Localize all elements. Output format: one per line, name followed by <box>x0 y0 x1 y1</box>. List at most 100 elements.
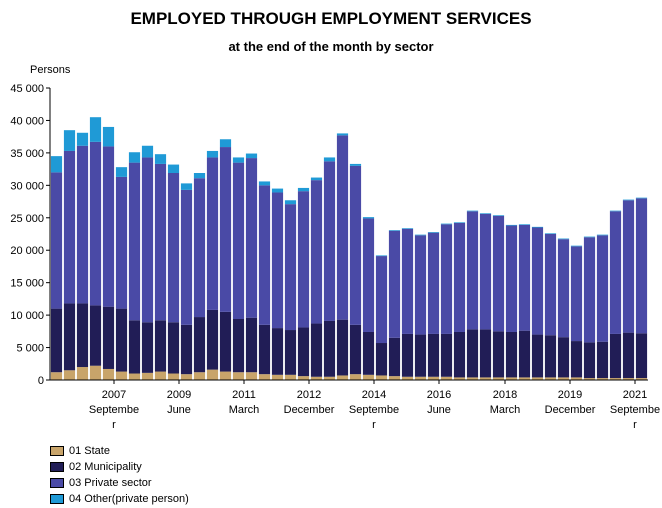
bar-segment-other <box>258 181 271 186</box>
bar-segment-other <box>271 188 284 193</box>
bar-segment-other <box>219 139 232 148</box>
bar-segment-state <box>258 374 271 380</box>
bar-segment-private_sector <box>323 161 336 321</box>
x-tick-month-wrap: r <box>633 419 637 431</box>
bar-segment-state <box>141 372 154 380</box>
chart-title: EMPLOYED THROUGH EMPLOYMENT SERVICES <box>130 9 532 28</box>
bar-segment-municipality <box>362 331 375 375</box>
bar-segment-other <box>492 215 505 216</box>
bar-segment-municipality <box>570 341 583 378</box>
bar-segment-municipality <box>479 329 492 378</box>
bar-segment-municipality <box>206 309 219 370</box>
bar-segment-municipality <box>518 330 531 378</box>
bar-segment-state <box>596 378 609 380</box>
bar-segment-private_sector <box>609 211 622 334</box>
bar-segment-private_sector <box>518 224 531 331</box>
bar-segment-private_sector <box>245 158 258 318</box>
bar-segment-other <box>141 145 154 158</box>
y-tick-label: 15 000 <box>10 278 44 290</box>
bar-segment-municipality <box>323 320 336 377</box>
x-tick-month: December <box>545 404 596 416</box>
bar-segment-private_sector <box>180 189 193 325</box>
bar-segment-municipality <box>375 343 388 376</box>
bar-segment-state <box>635 378 648 380</box>
bar-segment-state <box>401 376 414 380</box>
bar-segment-municipality <box>427 333 440 377</box>
legend-item-other: 04 Other(private person) <box>50 491 189 507</box>
x-tick-month: June <box>427 404 451 416</box>
bar-segment-private_sector <box>284 204 297 331</box>
x-tick-year: 2016 <box>427 389 451 401</box>
bar-segment-other <box>570 245 583 247</box>
bar-segment-private_sector <box>232 162 245 320</box>
y-tick-label: 40 000 <box>10 115 44 127</box>
x-tick-year: 2012 <box>297 389 321 401</box>
bar-segment-municipality <box>466 329 479 378</box>
bar-segment-other <box>518 224 531 225</box>
y-tick-label: 45 000 <box>10 83 44 95</box>
legend-item-municipality: 02 Municipality <box>50 459 189 475</box>
bar-segment-other <box>76 132 89 146</box>
bar-segment-municipality <box>258 324 271 375</box>
legend-item-private-sector: 03 Private sector <box>50 475 189 491</box>
legend-label-private-sector: 03 Private sector <box>69 477 152 489</box>
bar-segment-state <box>284 374 297 380</box>
x-tick-month: Septembe <box>610 404 660 416</box>
bar-segment-private_sector <box>193 178 206 318</box>
bar-segment-state <box>609 378 622 380</box>
bar-segment-private_sector <box>583 237 596 343</box>
bar-segment-private_sector <box>63 150 76 304</box>
x-tick-year: 2011 <box>232 389 256 401</box>
bar-segment-state <box>388 376 401 380</box>
bar-segment-other <box>583 236 596 238</box>
bar-segment-other <box>193 173 206 179</box>
legend-label-state: 01 State <box>69 445 110 457</box>
bar-segment-private_sector <box>297 191 310 328</box>
bar-segment-state <box>414 376 427 380</box>
bar-segment-other <box>297 187 310 192</box>
bar-segment-state <box>505 377 518 380</box>
bar-segment-private_sector <box>440 224 453 334</box>
bar-segment-private_sector <box>349 165 362 325</box>
x-tick-year: 2007 <box>102 389 126 401</box>
bar-segment-private_sector <box>258 185 271 325</box>
bar-segment-other <box>635 197 648 199</box>
bar-segment-municipality <box>180 324 193 375</box>
bar-segment-municipality <box>76 303 89 368</box>
bar-segment-state <box>349 374 362 380</box>
bar-segment-state <box>518 377 531 380</box>
bar-segment-municipality <box>297 327 310 377</box>
x-tick-month: March <box>229 404 260 416</box>
bar-segment-other <box>102 126 115 147</box>
bar-segment-private_sector <box>362 218 375 332</box>
bar-segment-state <box>232 372 245 380</box>
bar-segment-private_sector <box>50 172 63 309</box>
bar-segment-state <box>76 367 89 380</box>
bar-segment-private_sector <box>570 246 583 342</box>
bar-segment-state <box>622 378 635 380</box>
bar-segment-other <box>557 238 570 240</box>
bar-segment-municipality <box>349 324 362 375</box>
bar-segment-private_sector <box>635 198 648 334</box>
x-tick-year: 2009 <box>167 389 191 401</box>
legend-swatch-state <box>50 446 64 456</box>
bar-segment-private_sector <box>622 200 635 333</box>
bar-segment-municipality <box>440 333 453 377</box>
bar-segment-municipality <box>167 322 180 374</box>
bar-segment-other <box>505 224 518 226</box>
bar-segment-state <box>453 377 466 380</box>
bar-segment-state <box>466 377 479 380</box>
bar-segment-other <box>89 117 102 142</box>
bar-segment-state <box>427 376 440 380</box>
bar-segment-state <box>492 377 505 380</box>
x-tick-month: Septembe <box>349 404 399 416</box>
x-tick-month: March <box>490 404 521 416</box>
bar-segment-other <box>388 230 401 231</box>
legend-label-municipality: 02 Municipality <box>69 461 142 473</box>
legend-swatch-municipality <box>50 462 64 472</box>
bar-segment-private_sector <box>401 228 414 334</box>
bar-segment-municipality <box>232 319 245 373</box>
x-tick-year: 2021 <box>623 389 647 401</box>
bar-segment-municipality <box>635 333 648 379</box>
bar-segment-state <box>557 377 570 380</box>
